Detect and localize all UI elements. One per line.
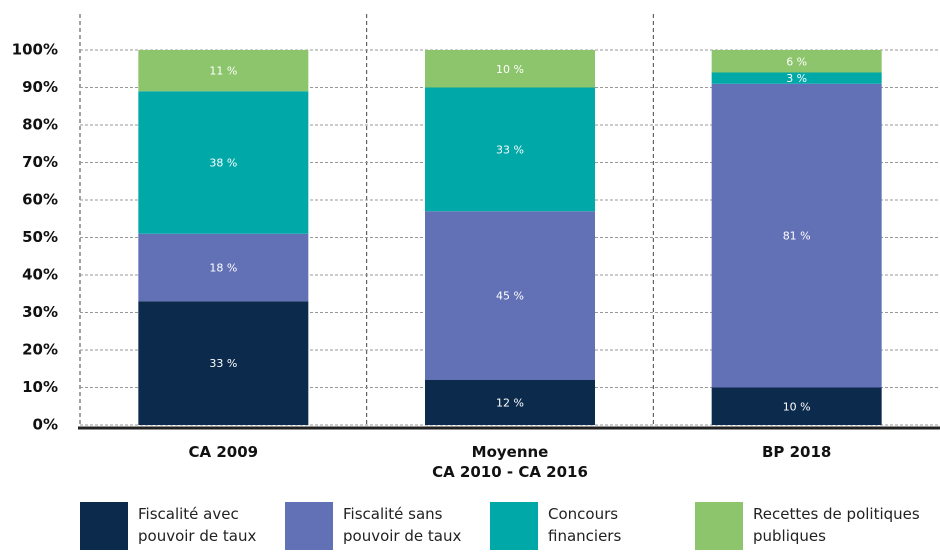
y-tick-label: 100% [12,41,58,59]
bar-segment [138,233,309,302]
value-label: 6 % [786,55,807,68]
value-label: 81 % [783,230,811,243]
y-tick-label: 70% [22,153,58,171]
bar-segment [138,50,309,92]
y-tick-label: 0% [33,416,58,434]
bar-segment [425,380,595,425]
x-tick-label: CA 2009 [188,443,259,461]
y-tick-label: 30% [22,303,58,321]
legend-label: Fiscalité avec pouvoir de taux [138,505,257,545]
y-tick-label: 60% [22,191,58,209]
legend-label: Fiscalité sans pouvoir de taux [343,505,462,545]
value-label: 33 % [496,143,524,156]
bar-segment [425,50,595,88]
legend-swatch [80,502,128,550]
bar-segment [711,50,882,73]
y-tick-label: 80% [22,116,58,134]
y-tick-label: 20% [22,341,58,359]
value-label: 45 % [496,290,524,303]
y-tick-label: 10% [22,378,58,396]
legend-label: Recettes de politiques publiques [753,505,920,545]
legend-item: Concours financiers [490,502,648,552]
bar-segment [425,87,595,212]
y-tick-label: 40% [22,266,58,284]
legend-label: Concours financiers [548,505,622,545]
legend-item: Fiscalité avec pouvoir de taux [80,502,258,552]
legend-swatch [285,502,333,550]
bar-segment [711,387,882,425]
value-label: 3 % [786,72,807,85]
bar-segment [711,72,882,84]
bar-segment [425,211,595,380]
bar-segment [138,301,309,425]
legend-swatch [695,502,743,550]
value-label: 33 % [209,357,237,370]
y-tick-label: 50% [22,228,58,246]
legend-item: Fiscalité sans pouvoir de taux [285,502,463,552]
bar-segment [138,91,309,234]
value-label: 38 % [209,157,237,170]
x-tick-label: Moyenne CA 2010 - CA 2016 [432,443,588,481]
value-label: 10 % [496,63,524,76]
legend-swatch [490,502,538,550]
legend-item: Recettes de politiques publiques [695,502,933,552]
value-label: 10 % [783,400,811,413]
x-tick-label: BP 2018 [761,443,832,461]
value-label: 12 % [496,397,524,410]
value-label: 11 % [209,65,237,78]
value-label: 18 % [209,262,237,275]
y-tick-label: 90% [22,78,58,96]
bar-segment [711,83,882,388]
